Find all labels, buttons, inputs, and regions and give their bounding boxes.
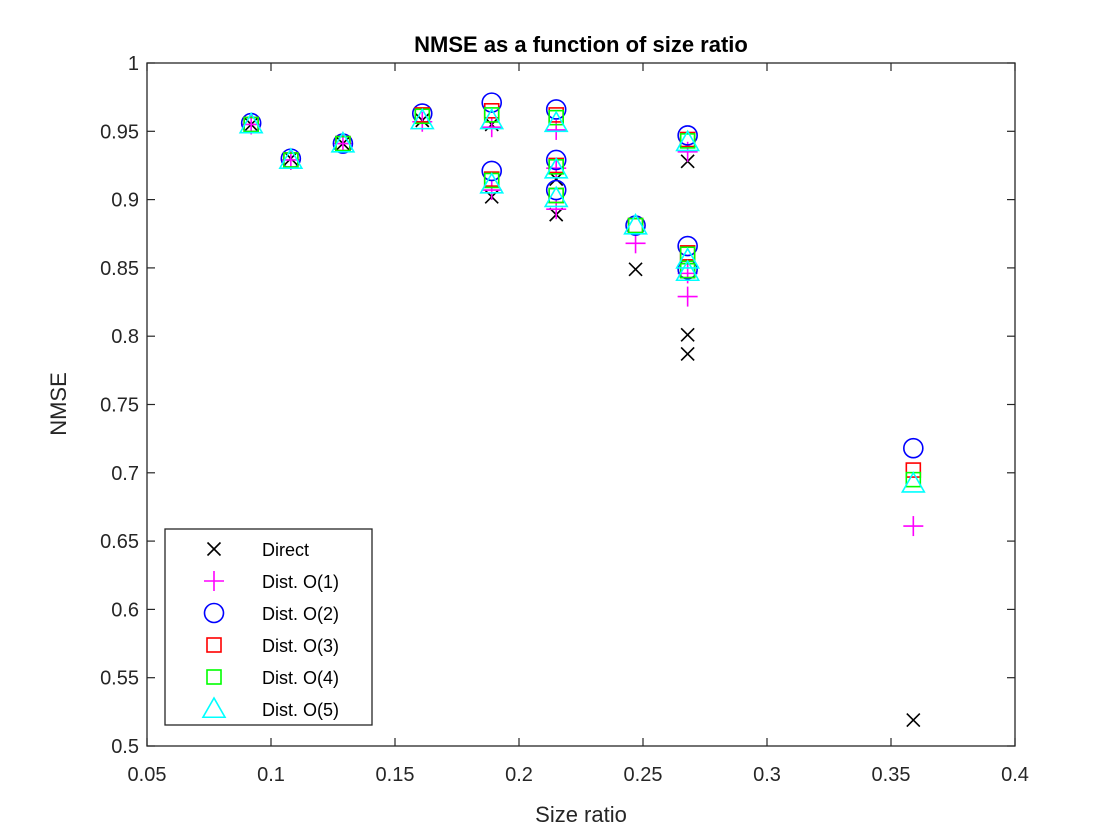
data-point [680,346,695,362]
data-point [903,437,924,459]
data-point [903,516,924,537]
data-point [675,129,701,152]
legend-box [164,528,373,726]
y-tick-label: 0.65 [100,531,139,553]
y-tick-label: 0.85 [100,258,139,280]
x-tick-label: 0.05 [128,764,167,786]
y-tick-label: 0.5 [111,736,139,758]
x-tick-label: 0.1 [257,764,285,786]
x-tick-label: 0.2 [505,764,533,786]
data-point [675,247,701,269]
data-point [409,107,435,130]
x-tick-label: 0.35 [872,764,911,786]
data-point [545,149,567,171]
data-point [278,147,304,170]
data-point [679,262,696,279]
legend-marker [204,571,224,591]
y-tick-label: 0.7 [111,463,139,485]
x-tick-label: 0.3 [753,764,781,786]
data-point [479,107,505,130]
legend-label: Dist. O(1) [262,572,339,592]
data-point [679,133,696,149]
y-tick-label: 1 [128,53,139,75]
legend-marker [206,669,222,685]
y-tick-label: 0.9 [111,190,139,212]
y-tick-label: 0.55 [100,668,139,690]
data-point [481,117,502,138]
data-point [900,471,926,493]
x-tick-label: 0.25 [624,764,663,786]
data-point [546,119,567,140]
data-point [545,99,567,120]
legend-label: Dist. O(4) [262,668,339,688]
y-tick-label: 0.8 [111,326,139,348]
axes-box [146,62,1016,747]
data-point [481,92,503,113]
legend-marker [203,602,225,624]
legend-entry: Dist. O(5) [201,696,339,720]
data-point [543,185,569,208]
data-point [481,160,503,182]
data-point [677,125,698,146]
data-point [628,262,643,277]
data-point [677,286,698,307]
data-point [238,111,264,134]
data-point [479,171,505,194]
data-point [549,172,564,187]
legend-marker [206,541,222,557]
x-tick-label: 0.4 [1001,764,1029,786]
y-axis-label: NMSE [46,372,71,436]
data-point [905,462,922,478]
legend-entry: Dist. O(1) [204,571,339,592]
legend-entry: Direct [206,540,309,560]
data-point [330,130,356,153]
legend-marker [206,637,222,653]
legend-entry: Dist. O(4) [206,668,339,688]
legend-entry: Dist. O(3) [206,636,339,656]
data-point [675,259,701,282]
data-point [906,712,921,728]
data-point [481,180,502,201]
data-point [623,212,648,235]
y-tick-label: 0.6 [111,599,139,621]
data-point [680,327,695,342]
y-tick-label: 0.75 [100,395,139,417]
data-point [677,235,698,257]
x-axis-label: Size ratio [535,802,627,827]
chart-title: NMSE as a function of size ratio [414,32,748,57]
data-point [543,110,569,133]
legend-label: Dist. O(2) [262,604,339,624]
x-tick-label: 0.15 [376,764,415,786]
legend-label: Direct [262,540,309,560]
legend-label: Dist. O(3) [262,636,339,656]
data-point [625,233,646,254]
legend-entry: Dist. O(2) [203,602,339,624]
data-point [545,179,567,201]
legend-marker [201,696,227,719]
legend-label: Dist. O(5) [262,700,339,720]
legend: Direct Dist. O(1) Dist. O(2) Dist. O(3) Dist… [164,528,373,726]
y-tick-label: 0.95 [100,121,139,143]
series-6 [238,107,926,493]
data-point [543,156,569,179]
